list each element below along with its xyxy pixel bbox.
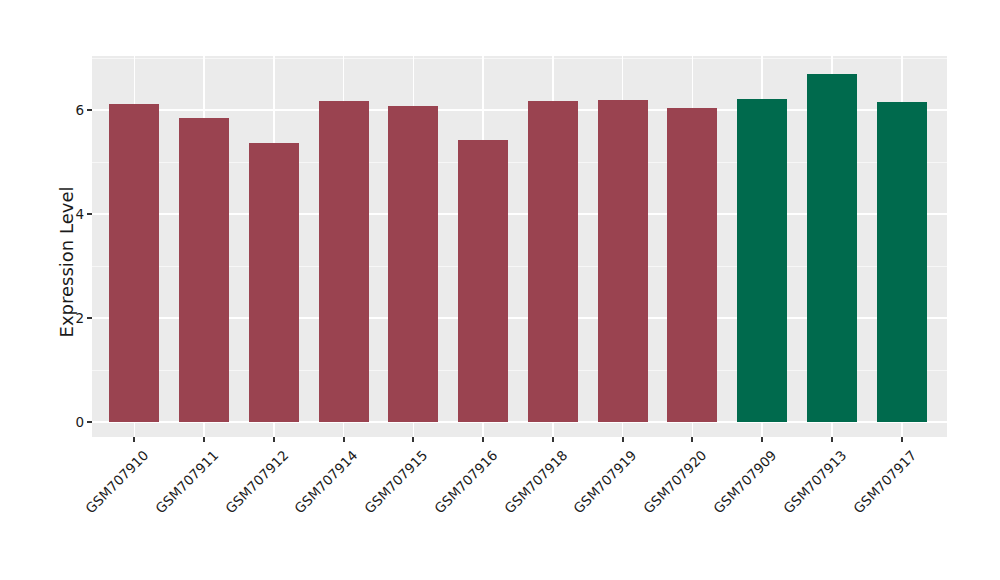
x-tick-mark [133,437,135,442]
x-tick-mark [831,437,833,442]
bar-GSM707913 [807,74,857,422]
x-tick-mark [622,437,624,442]
bar-GSM707915 [388,106,438,422]
y-tick-mark [87,317,92,319]
bar-GSM707918 [528,101,578,422]
bar-GSM707917 [877,102,927,422]
x-tick-mark [203,437,205,442]
x-tick-mark [273,437,275,442]
y-tick-label: 6 [0,102,84,118]
x-tick-mark [482,437,484,442]
x-tick-label-GSM707915: GSM707915 [361,447,430,516]
plot-panel [92,56,947,437]
bar-GSM707912 [249,143,299,422]
y-tick-mark [87,421,92,423]
x-tick-label-GSM707918: GSM707918 [501,447,570,516]
y-tick-label: 0 [0,414,84,430]
x-tick-mark [552,437,554,442]
bar-GSM707919 [598,100,648,422]
expression-bar-chart: Expression Level 0246 GSM707910GSM707911… [0,0,1000,580]
bar-GSM707916 [458,140,508,422]
x-tick-label-GSM707916: GSM707916 [431,447,500,516]
x-tick-label-GSM707910: GSM707910 [82,447,151,516]
bar-GSM707920 [667,108,717,422]
bar-GSM707914 [319,101,369,422]
y-tick-mark [87,213,92,215]
x-tick-mark [412,437,414,442]
x-tick-label-GSM707920: GSM707920 [640,447,709,516]
x-axis: GSM707910GSM707911GSM707912GSM707914GSM7… [92,441,947,580]
y-tick-label: 4 [0,206,84,222]
x-tick-label-GSM707911: GSM707911 [152,447,221,516]
bar-GSM707910 [109,104,159,422]
x-tick-mark [343,437,345,442]
x-tick-label-GSM707917: GSM707917 [850,447,919,516]
x-tick-mark [901,437,903,442]
gridline-minor [92,58,947,59]
y-tick-mark [87,109,92,111]
bar-GSM707909 [737,99,787,422]
x-tick-label-GSM707914: GSM707914 [291,447,360,516]
x-tick-label-GSM707919: GSM707919 [571,447,640,516]
y-tick-label: 2 [0,310,84,326]
x-tick-mark [761,437,763,442]
x-tick-label-GSM707909: GSM707909 [710,447,779,516]
x-tick-label-GSM707912: GSM707912 [222,447,291,516]
x-tick-label-GSM707913: GSM707913 [780,447,849,516]
x-tick-mark [691,437,693,442]
bar-GSM707911 [179,118,229,422]
